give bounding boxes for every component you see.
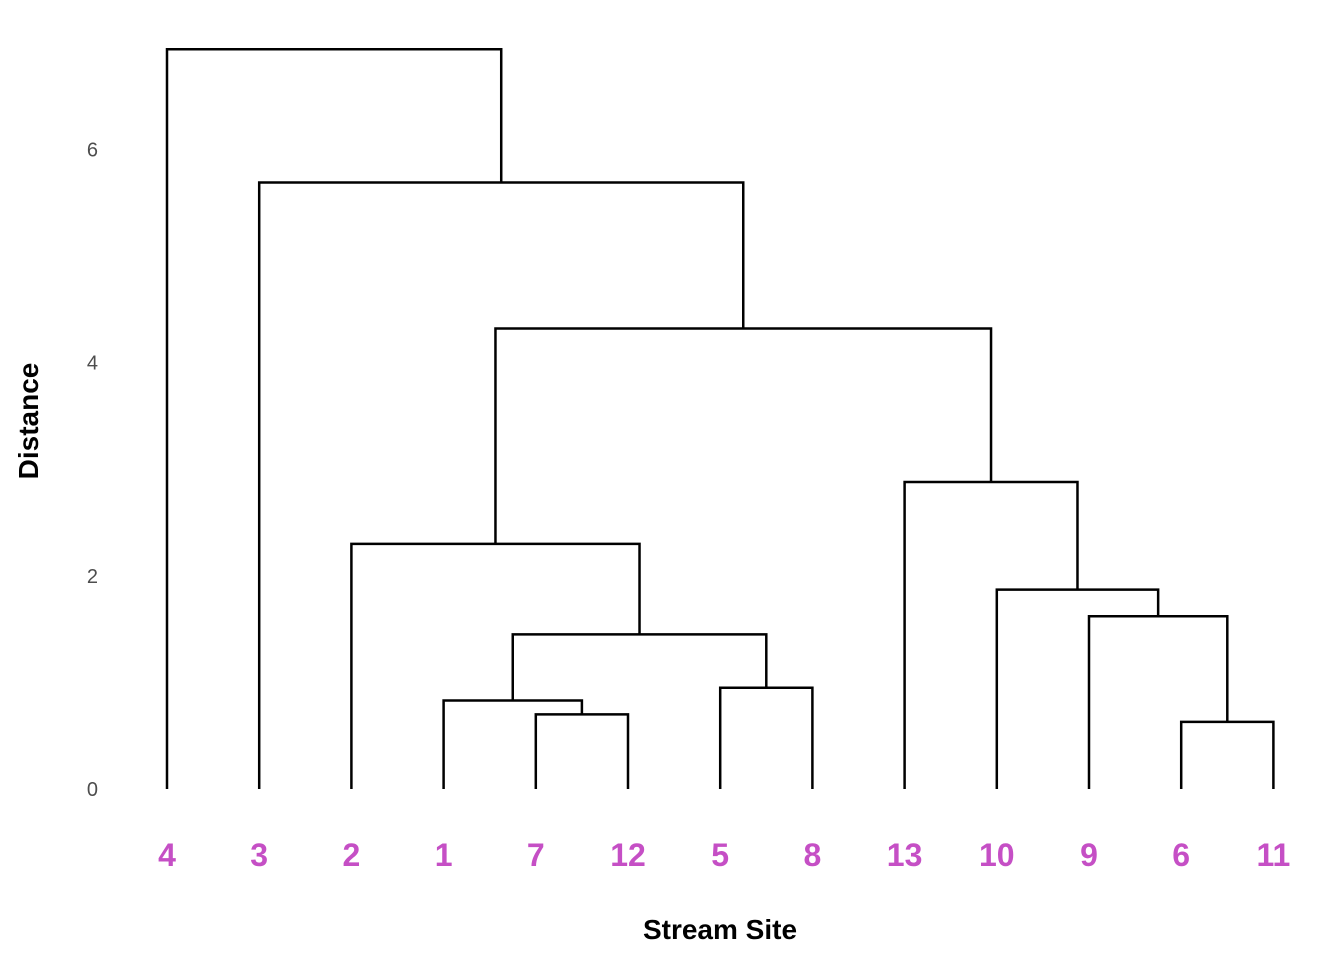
leaf-label: 8 [804, 837, 822, 873]
merge-link-m6 [1087, 615, 1229, 789]
merge-link-m7 [995, 588, 1160, 789]
y-tick-label: 6 [87, 139, 98, 161]
y-axis-title: Distance [13, 363, 44, 480]
merge-link-m11 [257, 181, 745, 789]
leaf-label: 5 [711, 837, 729, 873]
y-axis-ticks: 0 2 4 6 [87, 139, 98, 801]
leaf-label: 13 [887, 837, 923, 873]
merge-link-m1 [1179, 720, 1275, 789]
y-tick-label: 0 [87, 779, 98, 801]
merge-link-m12 [165, 47, 503, 789]
merge-link-m5 [511, 633, 768, 701]
merge-link-m10 [494, 327, 993, 544]
leaf-label: 2 [343, 837, 361, 873]
dendrogram-links [165, 47, 1275, 789]
leaf-labels: 4 3 2 1 7 12 5 8 13 10 9 6 11 [158, 837, 1290, 873]
y-tick-label: 4 [87, 353, 98, 375]
merge-link-m9 [903, 480, 1079, 789]
leaf-label: 1 [435, 837, 453, 873]
leaf-label: 12 [610, 837, 646, 873]
leaf-label: 10 [979, 837, 1015, 873]
leaf-label: 4 [158, 837, 176, 873]
leaf-label: 3 [250, 837, 268, 873]
leaf-label: 7 [527, 837, 545, 873]
merge-link-m4 [718, 686, 814, 789]
leaf-label: 11 [1256, 837, 1290, 873]
x-axis-title: Stream Site [643, 914, 797, 945]
leaf-label: 6 [1172, 837, 1190, 873]
merge-link-m8 [350, 542, 641, 789]
leaf-label: 9 [1080, 837, 1098, 873]
merge-link-m2 [534, 713, 630, 789]
y-tick-label: 2 [87, 566, 98, 588]
